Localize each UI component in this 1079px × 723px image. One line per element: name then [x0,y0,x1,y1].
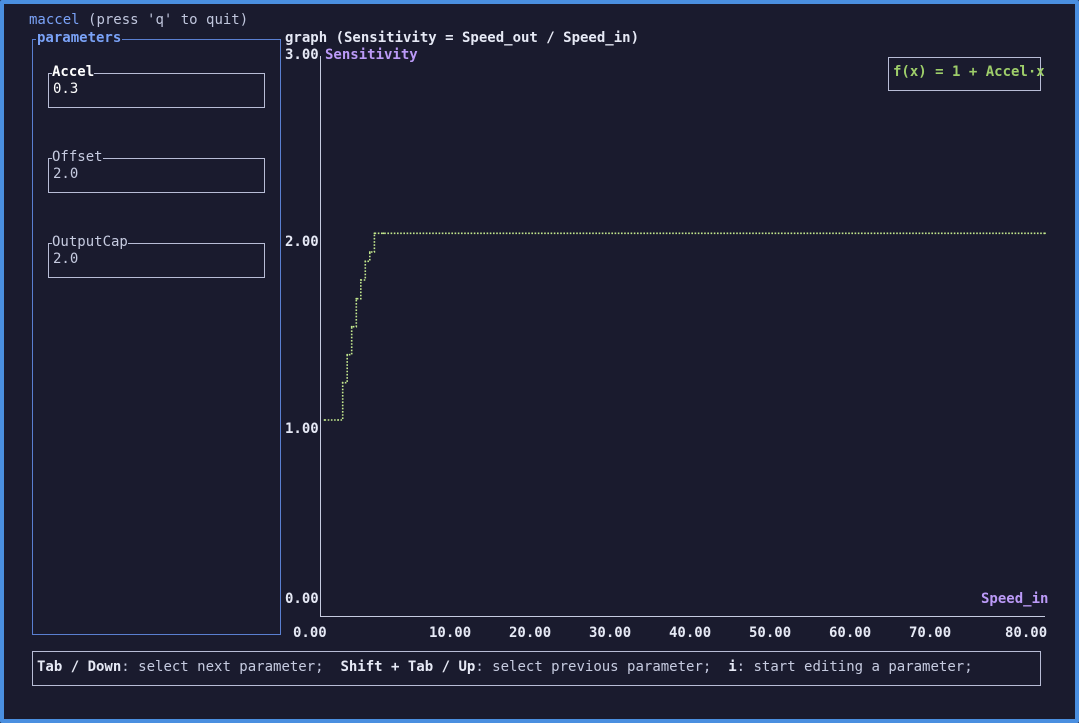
graph-title: graph (Sensitivity = Speed_out / Speed_i… [285,30,640,46]
help-key-prev: Shift + Tab / Up [340,659,476,675]
help-desc-prev: : select previous parameter; [475,659,729,675]
parameters-panel [32,39,281,635]
accel-field-value[interactable]: 0.3 [53,81,79,97]
x-tick-label: 10.00 [429,625,472,641]
y-tick-label: 3.00 [285,47,319,63]
parameters-panel-title: parameters [36,30,123,46]
series-layer [323,232,1046,421]
series-point [359,279,362,281]
series-point [355,297,358,300]
quit-hint: (press 'q' to quit) [88,12,249,28]
series-point [350,325,353,328]
x-tick-label: 30.00 [589,625,632,641]
legend-entry: f(x) = 1 + Accel·x [893,64,1045,80]
app-title: maccel (press 'q' to quit) [29,12,248,28]
series-point [382,232,385,235]
series-point [323,419,326,421]
help-desc-edit: : start editing a parameter; [736,659,973,675]
x-tick-label: 70.00 [909,625,952,641]
outputcap-field[interactable] [48,243,265,278]
series-point [364,260,367,263]
x-tick-label: 60.00 [829,625,872,641]
series-point [346,353,349,356]
y-axis-label: Sensitivity [325,47,418,63]
x-tick-label: 80.00 [1005,625,1048,641]
app-name: maccel [29,12,80,28]
series-point [341,381,344,384]
x-tick-label: 0.00 [293,625,327,641]
accel-field-label: Accel [52,64,95,80]
x-tick-label: 50.00 [749,625,792,641]
keybinding-help-bar [32,651,1041,686]
help-key-edit: i [728,659,737,675]
y-tick-label: 2.00 [285,234,319,250]
x-tick-label: 40.00 [669,625,712,641]
accel-field[interactable] [48,73,265,108]
series-point [368,251,371,253]
outputcap-field-value[interactable]: 2.0 [53,251,79,267]
help-key-next: Tab / Down [37,659,122,675]
offset-field-value[interactable]: 2.0 [53,166,79,182]
offset-field-label: Offset [52,149,103,165]
graph-legend [888,57,1041,91]
series-line-0 [324,232,1045,421]
y-tick-label: 1.00 [285,421,319,437]
offset-field[interactable] [48,158,265,193]
series-point [337,419,339,421]
series-point [1044,232,1046,235]
series-point [373,232,376,235]
outputcap-field-label: OutputCap [52,234,128,250]
help-desc-next: : select next parameter; [121,659,341,675]
y-tick-label: 0.00 [285,591,319,607]
x-tick-label: 20.00 [509,625,552,641]
keybinding-help-text: Tab / Down: select next parameter; Shift… [37,659,973,675]
x-axis-label: Speed_in [981,591,1049,607]
